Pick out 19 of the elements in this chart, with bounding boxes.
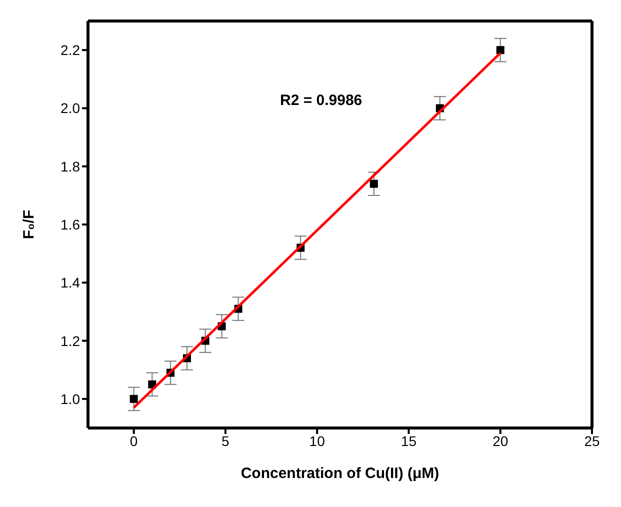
annotation: R2 = 0.9986 (280, 92, 362, 109)
point (496, 46, 504, 54)
y-tick-label: 1.8 (60, 158, 80, 174)
y-tick-label: 1.0 (60, 390, 80, 407)
y-tick-label: 2.2 (60, 42, 80, 58)
x-tick-label: 25 (584, 432, 600, 449)
x-tick-label: 0 (130, 432, 138, 449)
x-axis-title: Concentration of Cu(II) (μM) (240, 465, 440, 482)
x-tick-label: 5 (222, 432, 230, 449)
y-tick-label: 1.4 (60, 274, 80, 291)
point (370, 180, 378, 188)
x-tick-label: 20 (492, 432, 508, 449)
x-tick-label: 10 (309, 432, 326, 449)
y-tick-label: 2.0 (60, 100, 80, 116)
point (130, 394, 138, 403)
y-axis-title: F₀/F (20, 210, 38, 240)
y-tick-label: 1.2 (60, 332, 80, 349)
x-tick-label: 15 (400, 432, 417, 449)
y-tick-label: 1.6 (60, 216, 80, 232)
